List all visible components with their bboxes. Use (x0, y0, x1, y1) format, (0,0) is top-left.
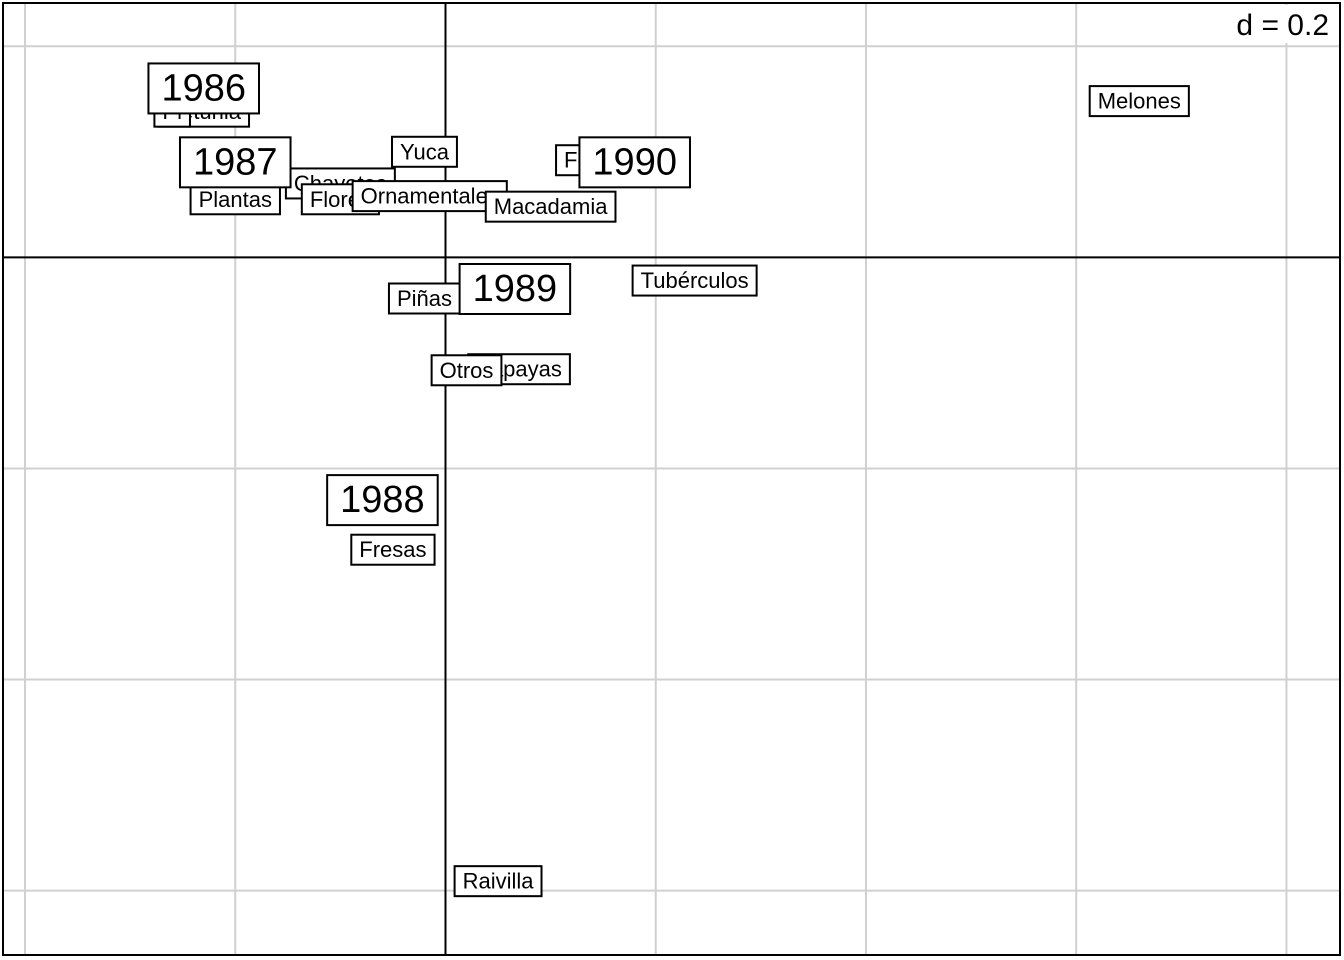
category-label: Macadamia (484, 190, 617, 223)
year-label: 1989 (458, 263, 572, 315)
category-label-box (350, 533, 436, 566)
category-label-text: Melones (1098, 89, 1181, 114)
category-label-text: Otros (440, 358, 494, 383)
category-label-box (453, 865, 543, 898)
category-label-box (1088, 85, 1190, 118)
year-label-box (178, 136, 292, 189)
year-label-text: 1988 (340, 479, 425, 521)
category-label-text: Tubérculos (641, 268, 749, 293)
category-label-box (430, 354, 503, 387)
category-label: Melones (1088, 85, 1190, 118)
category-label-text: Raivilla (463, 869, 535, 894)
category-label-text: Yuca (400, 139, 450, 164)
category-label: Plantas (189, 183, 281, 216)
category-label-box (351, 180, 508, 213)
category-label: Ornamentales (351, 180, 508, 213)
category-label-box (484, 190, 617, 223)
category-label-text: Piñas (397, 286, 452, 311)
category-label-text: Plantas (199, 187, 272, 212)
point-labels: MelonesPetuniaPlYucaChayotesPlantasFlore… (147, 62, 1190, 898)
category-label-text: Fresas (359, 537, 426, 562)
year-label-text: 1987 (193, 141, 278, 183)
year-label: 1987 (178, 136, 292, 189)
year-label-box (458, 263, 572, 315)
year-label-text: 1990 (592, 141, 677, 183)
category-label-box (631, 264, 758, 297)
category-label: Raivilla (453, 865, 543, 898)
year-label-box (326, 474, 439, 527)
category-label-box (391, 135, 458, 168)
year-label: 1986 (147, 62, 260, 115)
category-label-text: Macadamia (494, 194, 608, 219)
category-label-text: Ornamentales (361, 184, 499, 209)
year-label: 1988 (326, 474, 439, 527)
scale-legend: d = 0.2 (1222, 5, 1338, 43)
year-label-text: 1986 (161, 67, 246, 109)
category-label: Fresas (350, 533, 436, 566)
category-label: Tubérculos (631, 264, 758, 297)
year-label-box (147, 62, 260, 115)
year-label: 1990 (578, 136, 691, 189)
category-label: Otros (430, 354, 503, 387)
year-label-box (578, 136, 691, 189)
year-label-text: 1989 (473, 268, 558, 310)
scale-legend-background (1222, 5, 1338, 43)
scale-label: d = 0.2 (1236, 9, 1329, 42)
category-label: Yuca (391, 135, 458, 168)
category-label: Piñas (387, 282, 461, 315)
